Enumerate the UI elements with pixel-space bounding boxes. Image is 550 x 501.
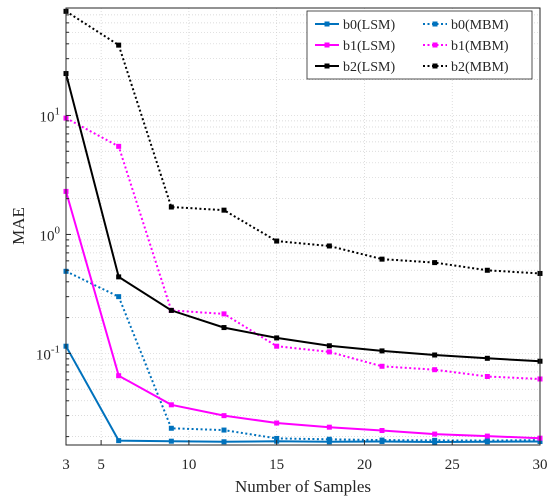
data-point bbox=[116, 373, 122, 379]
y-tick-label: 10-1 bbox=[36, 343, 60, 363]
series-line bbox=[65, 117, 541, 380]
data-point bbox=[432, 260, 438, 266]
data-point bbox=[221, 207, 227, 213]
legend-box bbox=[306, 10, 533, 80]
data-point bbox=[116, 143, 122, 149]
x-tick-label: 15 bbox=[269, 457, 284, 473]
data-point bbox=[274, 343, 280, 349]
data-point bbox=[116, 438, 122, 444]
data-point bbox=[221, 439, 227, 445]
legend-label: b2(MBM) bbox=[451, 60, 509, 75]
data-point bbox=[432, 431, 438, 437]
legend-swatch-marker bbox=[324, 42, 330, 48]
x-tick-label: 5 bbox=[97, 457, 105, 473]
data-point bbox=[432, 352, 438, 358]
plot-frame bbox=[65, 7, 541, 446]
y-axis-label: MAE bbox=[9, 207, 28, 245]
legend-entry: b1(LSM) bbox=[315, 39, 395, 54]
data-point bbox=[326, 424, 332, 430]
y-tick-label: 101 bbox=[40, 105, 61, 125]
legend-label: b2(LSM) bbox=[343, 60, 395, 75]
series-line bbox=[65, 191, 541, 440]
data-point bbox=[484, 267, 490, 273]
data-point bbox=[274, 420, 280, 426]
data-point bbox=[379, 363, 385, 369]
series-line bbox=[65, 270, 541, 442]
data-point bbox=[326, 349, 332, 355]
data-point bbox=[221, 311, 227, 317]
data-point bbox=[326, 343, 332, 349]
legend-label: b1(MBM) bbox=[451, 39, 509, 54]
legend-swatch-marker bbox=[432, 42, 438, 48]
data-point bbox=[116, 42, 122, 48]
data-point bbox=[221, 325, 227, 331]
data-point bbox=[432, 367, 438, 373]
data-point bbox=[274, 435, 280, 441]
legend-swatch-marker bbox=[324, 63, 330, 69]
data-point bbox=[326, 436, 332, 442]
legend-label: b0(MBM) bbox=[451, 18, 509, 33]
data-point bbox=[221, 413, 227, 419]
data-point bbox=[379, 437, 385, 443]
legend-entry: b0(LSM) bbox=[315, 18, 395, 33]
data-point bbox=[326, 243, 332, 249]
data-point bbox=[274, 335, 280, 341]
legend-swatch-marker bbox=[432, 63, 438, 69]
y-tick-label: 100 bbox=[40, 224, 61, 244]
data-point bbox=[168, 204, 174, 210]
x-tick-label: 20 bbox=[357, 457, 372, 473]
legend: b0(LSM) b0(MBM) b1(LSM) b1(MBM) b2(LSM) b2(MB… bbox=[306, 10, 533, 80]
data-point bbox=[326, 439, 332, 445]
data-point bbox=[116, 274, 122, 280]
series-line bbox=[65, 73, 541, 363]
data-point bbox=[432, 437, 438, 443]
legend-entry: b2(LSM) bbox=[315, 60, 395, 75]
tick-layer: 3 5 10 15 20 25 30 10-1 100 101 bbox=[36, 14, 548, 473]
x-tick-label: 30 bbox=[533, 457, 548, 473]
data-point bbox=[116, 294, 122, 300]
data-point bbox=[484, 433, 490, 439]
legend-entry: b0(MBM) bbox=[423, 18, 509, 33]
legend-entry: b1(MBM) bbox=[423, 39, 509, 54]
legend-entry: b2(MBM) bbox=[423, 60, 509, 75]
data-point bbox=[168, 438, 174, 444]
data-point bbox=[379, 428, 385, 434]
data-point bbox=[168, 307, 174, 313]
data-point bbox=[168, 402, 174, 408]
x-tick-label: 25 bbox=[445, 457, 460, 473]
data-point bbox=[168, 425, 174, 431]
data-point bbox=[274, 238, 280, 244]
grid-layer bbox=[66, 8, 540, 445]
data-point bbox=[379, 348, 385, 354]
x-tick-label: 3 bbox=[62, 457, 70, 473]
series-line bbox=[65, 345, 541, 444]
legend-label: b1(LSM) bbox=[343, 39, 395, 54]
legend-swatch-marker bbox=[324, 21, 330, 27]
data-point bbox=[484, 373, 490, 379]
data-point bbox=[484, 355, 490, 361]
x-tick-label: 10 bbox=[181, 457, 196, 473]
legend-label: b0(LSM) bbox=[343, 18, 395, 33]
legend-swatch-marker bbox=[432, 21, 438, 27]
data-point bbox=[221, 427, 227, 433]
data-point bbox=[379, 256, 385, 262]
x-axis-label: Number of Samples bbox=[235, 477, 371, 496]
data-point bbox=[484, 438, 490, 444]
